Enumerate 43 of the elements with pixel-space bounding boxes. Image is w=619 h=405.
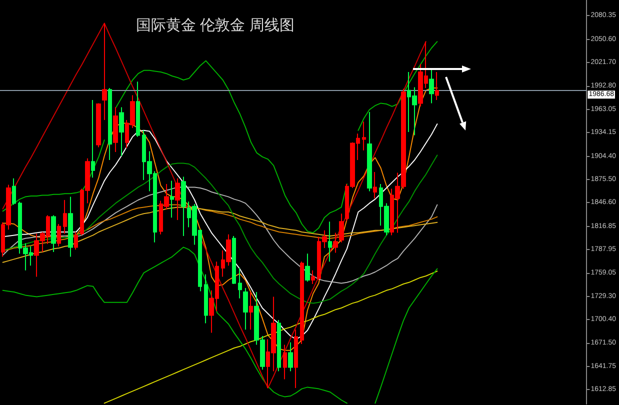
candlestick bbox=[305, 253, 310, 282]
candlestick bbox=[51, 214, 56, 252]
candlestick bbox=[57, 224, 61, 247]
line-series bbox=[2, 204, 438, 251]
candlestick bbox=[68, 196, 73, 258]
text: 国际黄金 伦敦金 周线图 bbox=[136, 17, 294, 34]
candlestick bbox=[91, 100, 95, 178]
candlestick bbox=[435, 72, 439, 100]
line-series bbox=[104, 270, 438, 404]
candlestick bbox=[277, 320, 281, 372]
candlestick bbox=[119, 106, 124, 156]
line-series bbox=[2, 124, 438, 340]
candlestick bbox=[288, 342, 293, 372]
candlestick bbox=[74, 232, 78, 250]
candlestick bbox=[102, 22, 107, 120]
candlestick bbox=[362, 121, 366, 151]
candlestick bbox=[232, 236, 236, 284]
line-series bbox=[2, 206, 438, 263]
candlestick bbox=[373, 172, 377, 199]
candlestick bbox=[328, 221, 332, 262]
candlestick bbox=[238, 268, 242, 299]
candlestick bbox=[243, 288, 248, 330]
candlestick bbox=[12, 178, 16, 206]
candlestick bbox=[333, 232, 338, 254]
candlestick bbox=[300, 261, 304, 344]
line-series bbox=[2, 154, 438, 304]
candlestick bbox=[204, 274, 208, 324]
candlestick bbox=[249, 292, 253, 330]
candlestick bbox=[367, 112, 372, 192]
candlestick bbox=[283, 344, 287, 380]
candlestick bbox=[175, 178, 180, 220]
candlestick bbox=[136, 81, 140, 138]
candlestick bbox=[294, 329, 298, 388]
candlestick bbox=[96, 102, 101, 148]
candlestick bbox=[181, 176, 186, 236]
candlestick bbox=[170, 180, 174, 218]
candlestick bbox=[63, 200, 67, 234]
candlestick bbox=[339, 213, 344, 243]
candlestick bbox=[108, 88, 112, 160]
line-series bbox=[2, 186, 438, 284]
candlestick bbox=[311, 270, 315, 284]
candlestick bbox=[113, 106, 118, 152]
candlestick bbox=[429, 68, 434, 104]
